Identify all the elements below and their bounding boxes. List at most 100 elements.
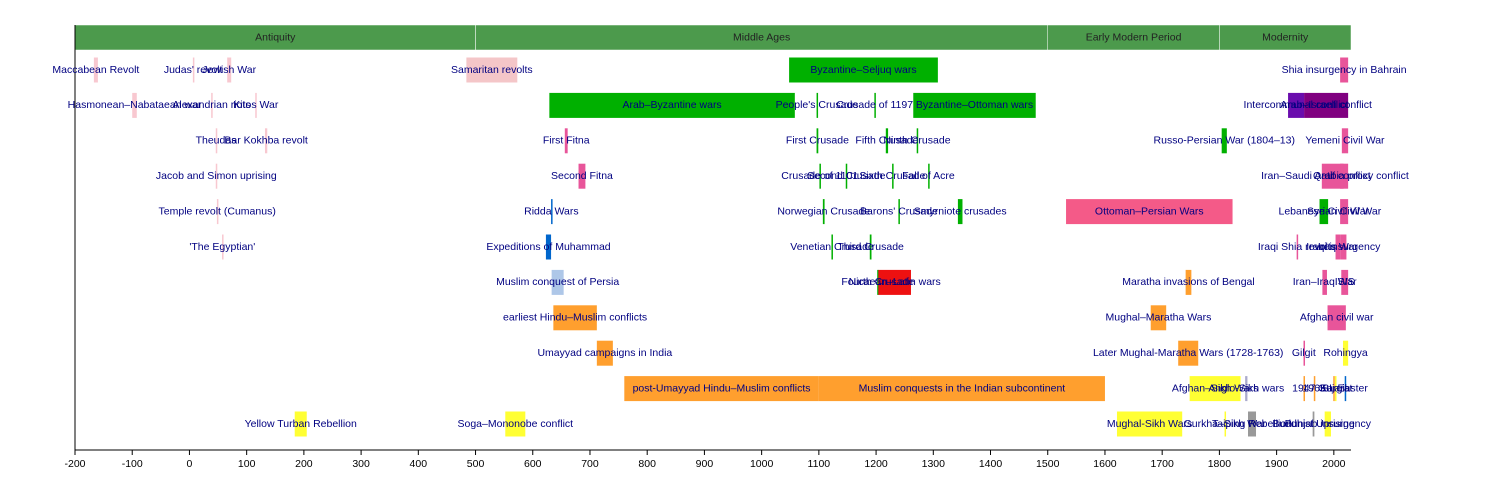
event-label: Syrian Civil War bbox=[1307, 205, 1382, 217]
event-bar bbox=[227, 57, 232, 83]
event-label: Temple revolt (Cumanus) bbox=[159, 205, 276, 217]
event-label: Fourth Crusade bbox=[841, 276, 914, 288]
event-label: Iraq War bbox=[1318, 241, 1358, 253]
event-label: Norwegian Crusade bbox=[777, 205, 870, 217]
event-label: Arab–Israeli conflict bbox=[1280, 99, 1372, 111]
event-label: Gurkha–Sikh War bbox=[1184, 418, 1267, 430]
event-bar bbox=[789, 57, 938, 83]
event-bar bbox=[1342, 340, 1349, 366]
event-label: Maratha invasions of Bengal bbox=[1122, 276, 1255, 288]
x-tick-label: 1800 bbox=[1208, 458, 1232, 470]
event-bar bbox=[928, 163, 930, 189]
x-tick-label: 600 bbox=[524, 458, 542, 470]
event-label: Buddhist Uprising bbox=[1272, 418, 1354, 430]
event-label: Iran–Iraq War bbox=[1293, 276, 1357, 288]
event-label: Venetian Crusade bbox=[790, 241, 874, 253]
era-label: Modernity bbox=[1262, 31, 1309, 43]
event-label: Alexandrian riots bbox=[172, 99, 250, 111]
event-bar bbox=[1116, 411, 1183, 437]
event-label: Afghan–Sikh Wars bbox=[1172, 382, 1259, 394]
event-bar bbox=[1303, 376, 1306, 402]
event-bar bbox=[1248, 411, 1257, 437]
event-bar bbox=[192, 57, 195, 83]
event-bar bbox=[1341, 128, 1349, 154]
event-bar bbox=[1178, 340, 1199, 366]
x-tick-label: 300 bbox=[352, 458, 370, 470]
event-label: Muslim conquests in the Indian subcontin… bbox=[859, 382, 1066, 394]
event-bar bbox=[1319, 199, 1329, 225]
event-bar bbox=[1340, 234, 1347, 260]
event-label: First Crusade bbox=[786, 135, 849, 147]
event-bar bbox=[545, 234, 552, 260]
event-label: Fifth Crusade bbox=[855, 135, 918, 147]
x-tick-label: 1300 bbox=[922, 458, 946, 470]
event-label: Byzantine–Ottoman wars bbox=[916, 99, 1033, 111]
event-bar bbox=[564, 128, 568, 154]
event-bar bbox=[549, 92, 795, 118]
event-label: Russo-Persian War (1804–13) bbox=[1154, 135, 1295, 147]
event-label: Intercommunal conflict bbox=[1244, 99, 1349, 111]
event-bar bbox=[215, 163, 218, 189]
event-bar bbox=[551, 269, 564, 295]
event-bar bbox=[93, 57, 98, 83]
event-bar bbox=[869, 234, 872, 260]
event-bar bbox=[816, 92, 819, 118]
x-tick-label: 1500 bbox=[1036, 458, 1060, 470]
event-label: 1947 bbox=[1292, 382, 1316, 394]
event-bar bbox=[132, 92, 137, 118]
event-bar bbox=[1245, 376, 1248, 402]
event-bar bbox=[1322, 269, 1327, 295]
event-label: SL Easter bbox=[1322, 382, 1368, 394]
event-label: earliest Hindu–Muslim conflicts bbox=[503, 312, 647, 324]
event-label: Jacob and Simon uprising bbox=[156, 170, 277, 182]
event-label: Theudas bbox=[196, 135, 237, 147]
event-bar bbox=[819, 163, 821, 189]
event-bar bbox=[1288, 92, 1305, 118]
era-label: Middle Ages bbox=[733, 31, 790, 43]
event-label: 'The Egyptian' bbox=[189, 241, 255, 253]
era-band bbox=[74, 24, 476, 51]
event-label: Expeditions of Muhammad bbox=[486, 241, 610, 253]
event-label: Sixth Crusade bbox=[859, 170, 925, 182]
event-label: Ottoman–Persian Wars bbox=[1095, 205, 1204, 217]
event-label: Bar Kokhba revolt bbox=[224, 135, 308, 147]
event-bar bbox=[1321, 163, 1349, 189]
event-bar bbox=[1189, 376, 1241, 402]
event-bar bbox=[845, 163, 848, 189]
event-label: Jewish War bbox=[202, 64, 256, 76]
event-bar bbox=[211, 92, 213, 118]
event-label: Second Crusade bbox=[807, 170, 885, 182]
event-bar bbox=[1335, 234, 1341, 260]
x-tick-label: 1900 bbox=[1265, 458, 1289, 470]
event-label: Second Fitna bbox=[551, 170, 613, 182]
event-bar bbox=[892, 163, 894, 189]
x-tick-label: 200 bbox=[295, 458, 313, 470]
era-band bbox=[475, 24, 1048, 51]
event-bar bbox=[822, 199, 825, 225]
x-tick-label: 100 bbox=[238, 458, 256, 470]
event-label: Punjab insurgency bbox=[1285, 418, 1372, 430]
event-label: Muslim conquest of Persia bbox=[496, 276, 619, 288]
x-tick-label: 400 bbox=[410, 458, 428, 470]
event-bar bbox=[1221, 128, 1227, 154]
event-label: Nicaean–Latin wars bbox=[849, 276, 941, 288]
event-bar bbox=[215, 128, 218, 154]
event-bar bbox=[255, 92, 257, 118]
event-label: Lebanese Civil War bbox=[1278, 205, 1369, 217]
x-tick-label: 1700 bbox=[1150, 458, 1174, 470]
event-bar bbox=[898, 199, 900, 225]
event-bar bbox=[222, 234, 224, 260]
event-label: Mughal–Maratha Wars bbox=[1106, 312, 1212, 324]
event-bar bbox=[1340, 57, 1349, 83]
era-band bbox=[1219, 24, 1352, 51]
event-bar bbox=[1224, 411, 1227, 437]
event-label: Shia insurgency in Bahrain bbox=[1282, 64, 1407, 76]
event-bar bbox=[1340, 163, 1344, 189]
event-label: People's Crusade bbox=[776, 99, 859, 111]
event-bar bbox=[957, 199, 963, 225]
event-label: Rohingya bbox=[1323, 347, 1368, 359]
event-label: Anglo-Sikh wars bbox=[1208, 382, 1284, 394]
event-label: Iraqi insurgency bbox=[1306, 241, 1381, 253]
x-tick-label: 900 bbox=[696, 458, 714, 470]
x-tick-label: 500 bbox=[467, 458, 485, 470]
